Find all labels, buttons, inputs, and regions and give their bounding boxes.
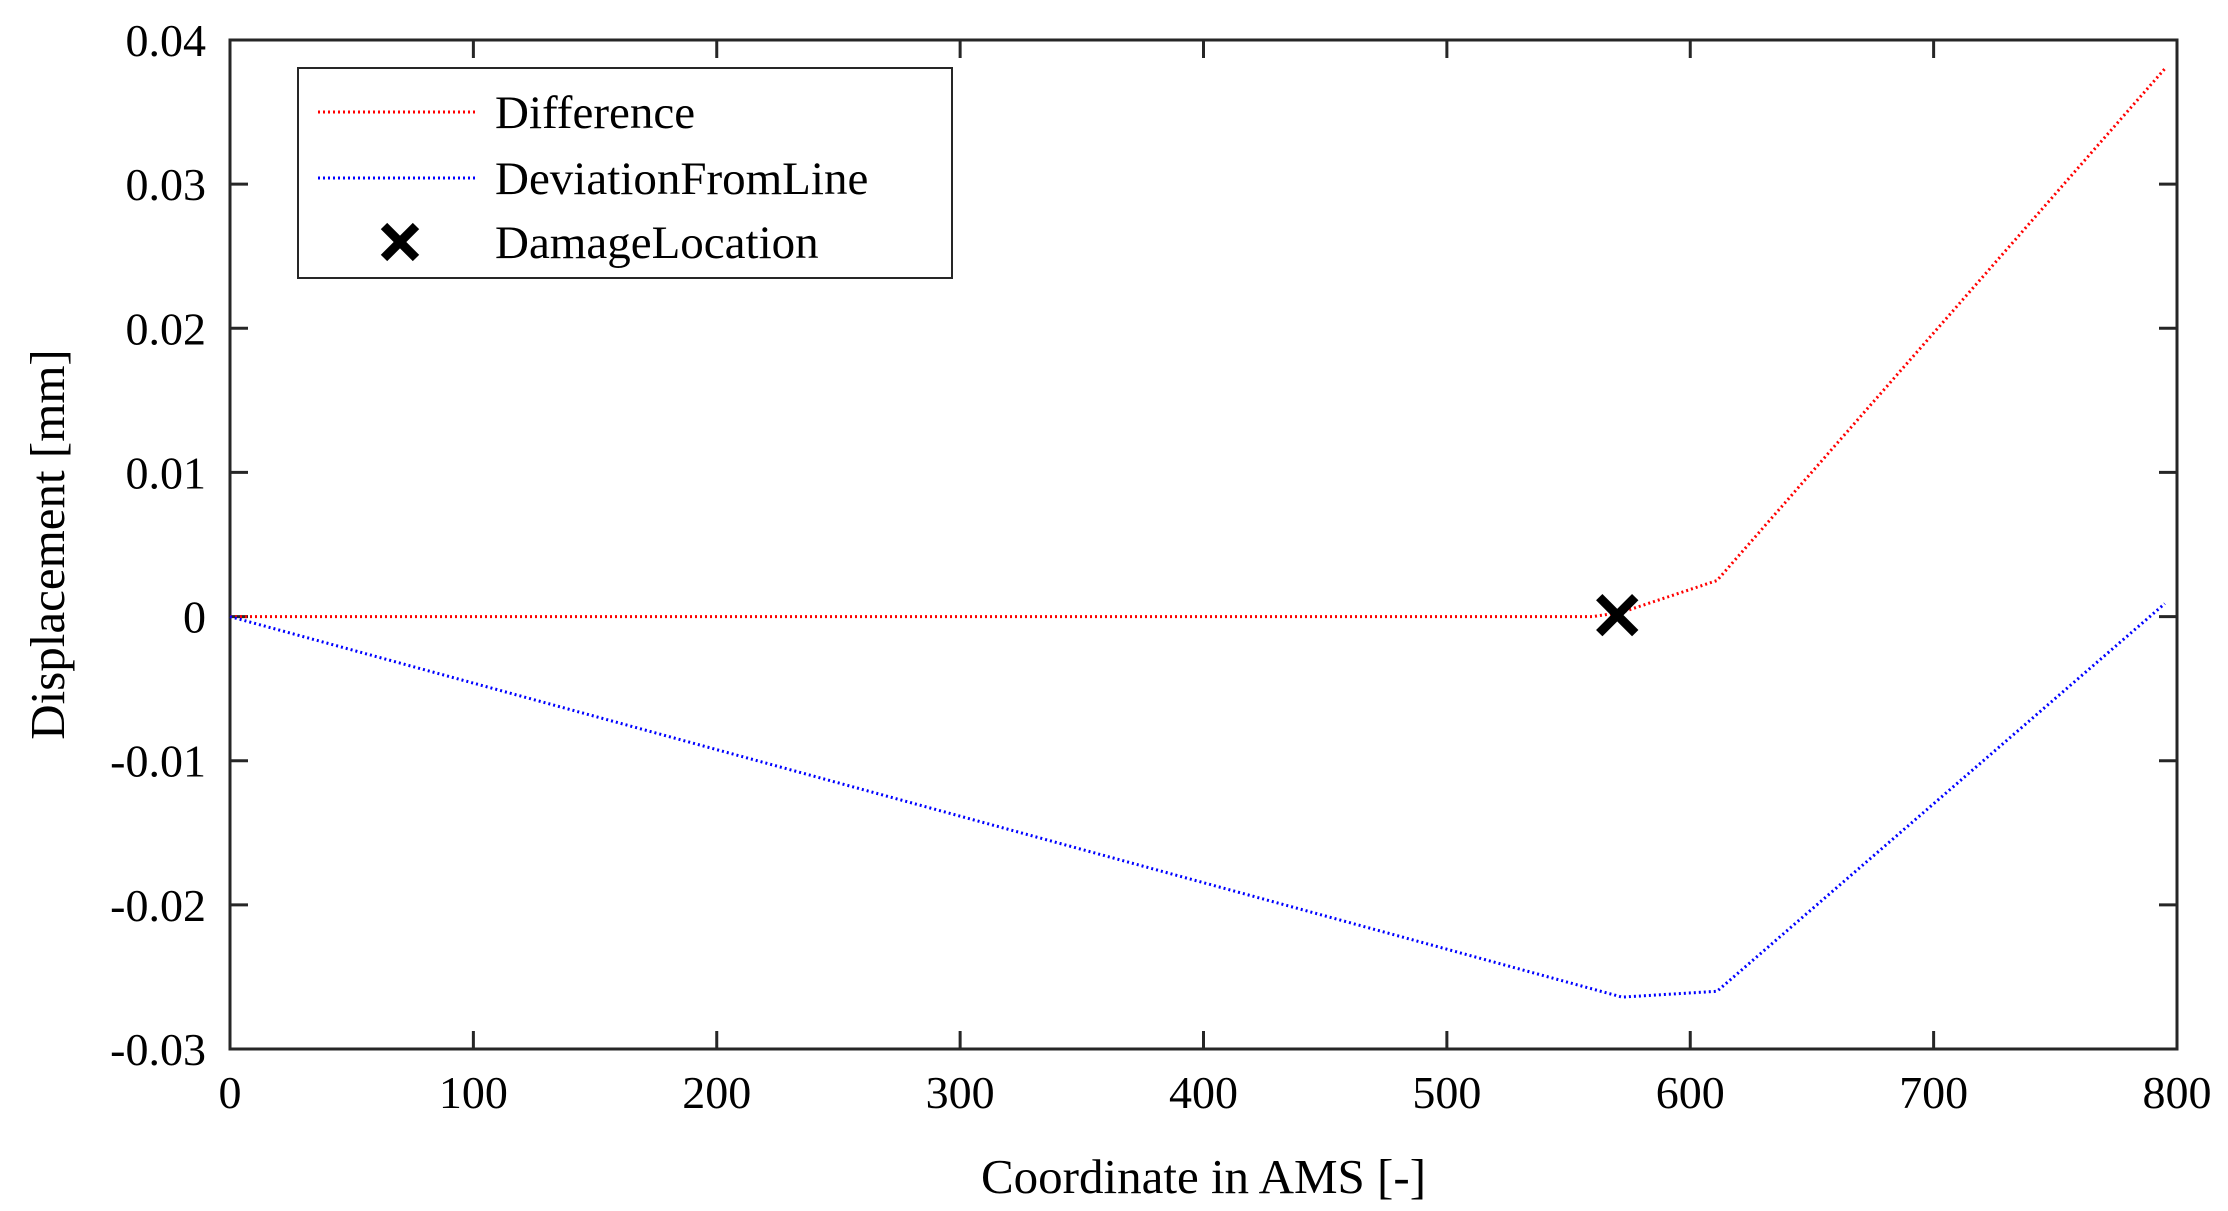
ticks: [228, 38, 2179, 1051]
x-axis-label: Coordinate in AMS [-]: [981, 1149, 1426, 1204]
y-tick-labels: -0.03 -0.02 -0.01 0 0.01 0.02 0.03 0.04: [110, 15, 206, 1075]
x-tick-labels: 0 100 200 300 400 500 600 700 800: [219, 1067, 2212, 1118]
y-tick-label: 0.03: [126, 159, 207, 210]
marker-stroke: [1596, 593, 1639, 637]
x-tick-label: 100: [439, 1067, 508, 1118]
x-tick-label: 400: [1169, 1067, 1238, 1118]
series-layer: [229, 67, 2166, 999]
x-tick-label: 800: [2143, 1067, 2212, 1118]
y-tick-label: 0.04: [126, 15, 207, 66]
y-tick-label: -0.03: [110, 1024, 206, 1075]
legend-label-damage-location: DamageLocation: [495, 217, 819, 269]
marker-stroke: [380, 222, 420, 262]
y-tick-label: 0.01: [126, 447, 207, 498]
series-line-deviation-from-line: [229, 602, 2166, 999]
x-tick-label: 300: [926, 1067, 995, 1118]
x-tick-label: 0: [219, 1067, 242, 1118]
legend-label-deviation-from-line: DeviationFromLine: [495, 153, 868, 205]
legend-marker: [380, 222, 420, 262]
y-tick-label: 0: [183, 592, 206, 643]
y-tick-label: -0.01: [110, 736, 206, 787]
y-axis-label: Displacement [mm]: [20, 349, 75, 740]
x-tick-label: 700: [1899, 1067, 1968, 1118]
x-tick-label: 200: [682, 1067, 751, 1118]
y-tick-label: 0.02: [126, 303, 207, 354]
legend-label-difference: Difference: [495, 87, 695, 139]
legend-swatch-damage-location: [380, 222, 420, 262]
legend: Difference DeviationFromLine DamageLocat…: [297, 67, 953, 279]
x-tick-label: 600: [1656, 1067, 1725, 1118]
data-point-damage-location: [1596, 593, 1639, 637]
y-tick-label: -0.02: [110, 880, 206, 931]
x-tick-label: 500: [1412, 1067, 1481, 1118]
